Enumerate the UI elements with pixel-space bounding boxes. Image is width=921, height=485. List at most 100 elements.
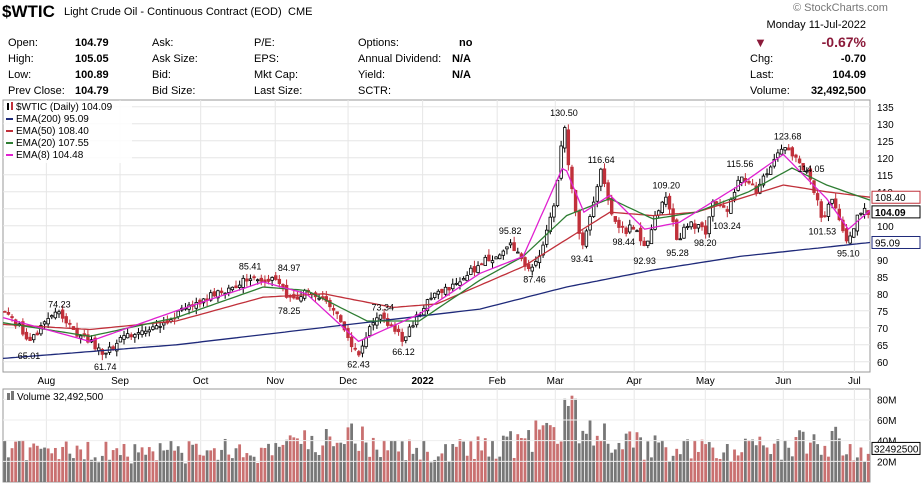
mkt-cap-label: Mkt Cap: — [254, 69, 299, 81]
volume-bar — [79, 449, 83, 482]
volume-bar — [527, 430, 531, 482]
candle-body — [772, 158, 776, 167]
volume-bar — [357, 450, 361, 482]
volume-bar — [122, 444, 126, 482]
candle-body — [151, 326, 155, 330]
candle-body — [563, 127, 567, 149]
candle-body — [241, 277, 245, 288]
price-annotation: 116.64 — [588, 155, 615, 165]
candle-body — [805, 170, 809, 173]
candle-body — [823, 215, 827, 218]
volume-bar — [209, 450, 213, 482]
candle-body — [768, 166, 773, 175]
price-annotation: 95.28 — [666, 248, 689, 258]
candle-body — [747, 181, 751, 184]
ema200-line — [2, 241, 871, 360]
candle-body — [162, 322, 166, 326]
volume-bar — [483, 438, 487, 482]
candle-body — [176, 310, 180, 318]
volume-bar — [498, 456, 502, 482]
volume-bar — [740, 452, 744, 482]
price-annotation: 95.10 — [837, 248, 860, 258]
candle-body — [848, 235, 852, 244]
candle-body — [833, 198, 838, 209]
candle-body — [122, 335, 126, 340]
volume-bar — [538, 429, 541, 482]
volume-bar — [371, 437, 375, 482]
candle-body — [472, 266, 477, 273]
volume-bar — [252, 456, 256, 482]
candle-body — [404, 336, 408, 341]
candle-body — [566, 129, 571, 166]
volume-bar — [386, 450, 390, 482]
candle-body — [700, 222, 704, 228]
candle-body — [335, 311, 339, 315]
volume-bar — [144, 454, 148, 482]
candle-body — [50, 315, 54, 318]
volume-bar — [415, 447, 419, 482]
y-tick-label: 125 — [877, 137, 894, 148]
dividend-value: N/A — [452, 53, 471, 65]
candle-body — [230, 286, 235, 291]
ask-label: Ask: — [152, 37, 174, 49]
volume-bar — [82, 459, 86, 482]
volume-bar — [433, 459, 437, 482]
volume-bar — [39, 448, 43, 482]
candle-body — [219, 290, 224, 293]
candle-body — [227, 287, 231, 293]
volume-bar — [379, 457, 382, 482]
volume-bar — [230, 458, 234, 482]
ema8-line — [2, 153, 871, 343]
candle-body — [295, 296, 300, 300]
candle-body — [613, 216, 618, 222]
candle-body — [364, 337, 368, 348]
candle-body — [841, 219, 845, 232]
candle-body — [801, 163, 805, 171]
volume-bar — [418, 459, 422, 482]
candle-body — [581, 232, 585, 246]
candle-body — [787, 147, 791, 151]
candle-body — [703, 225, 708, 235]
candle-body — [371, 322, 375, 326]
price-annotation: 74.23 — [48, 299, 71, 309]
candle-body — [46, 318, 50, 325]
volume-bar — [346, 427, 350, 482]
y-tick-label: 100 — [877, 222, 894, 233]
volume-bar — [25, 460, 28, 482]
volume-bar — [361, 426, 364, 482]
volume-legend: Volume 32,492,500 — [7, 391, 104, 403]
volume-bar — [198, 454, 202, 482]
options-value: no — [459, 37, 473, 49]
value-tag: 104.09 — [875, 208, 906, 219]
volume-bar — [162, 450, 166, 482]
price-annotation: 114.05 — [798, 164, 825, 174]
candle-body — [667, 195, 672, 210]
value-tag: 108.40 — [875, 193, 906, 204]
candle-body — [118, 337, 123, 343]
volume-bar — [704, 444, 708, 482]
candle-body — [13, 319, 18, 327]
volume-bar — [194, 443, 198, 482]
x-tick-label: May — [696, 376, 715, 387]
candle-body — [93, 337, 97, 350]
candle-body — [808, 168, 813, 180]
volume-bar — [155, 460, 158, 482]
volume-bar — [819, 454, 823, 482]
candle-body — [790, 147, 795, 157]
open-label: Open: — [8, 37, 38, 49]
candle-body — [656, 210, 661, 216]
y-tick-label: 115 — [877, 171, 893, 182]
volume-bar — [736, 455, 740, 482]
candle-body — [494, 256, 498, 260]
volume-bar — [465, 455, 469, 482]
options-label: Options: — [358, 37, 399, 49]
candle-body — [68, 322, 72, 325]
volume-bar — [487, 456, 491, 482]
volume-bar — [834, 426, 838, 482]
volume-bar — [548, 425, 552, 482]
volume-bar — [722, 452, 726, 482]
volume-bar — [436, 456, 440, 482]
symbol[interactable]: $WTIC — [2, 2, 55, 21]
volume-bar — [859, 447, 863, 482]
